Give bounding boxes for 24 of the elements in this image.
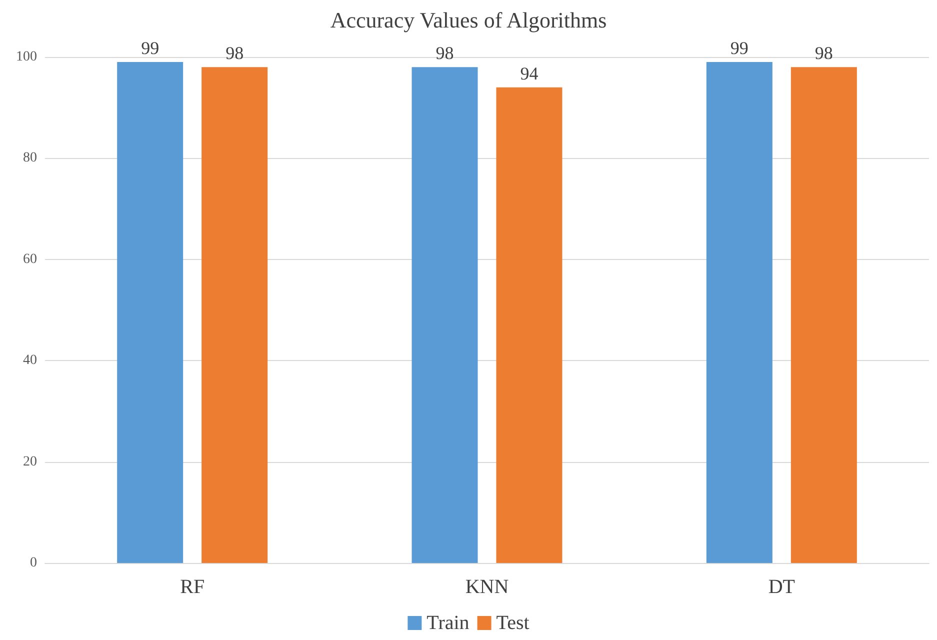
data-label: 98	[814, 43, 833, 64]
chart-title: Accuracy Values of Algorithms	[330, 8, 607, 32]
bar	[496, 87, 562, 563]
y-tick-label: 60	[23, 252, 37, 267]
y-tick-label: 80	[23, 150, 37, 166]
bar	[202, 67, 268, 563]
data-label: 99	[730, 38, 748, 58]
y-tick-label: 100	[16, 50, 37, 64]
x-tick-label: RF	[180, 576, 205, 598]
data-label: 94	[520, 63, 538, 84]
x-tick-label: DT	[768, 576, 796, 598]
data-label: 98	[226, 43, 244, 64]
y-tick-label: 40	[23, 353, 37, 368]
x-tick-label: KNN	[465, 576, 509, 598]
data-label: 98	[436, 43, 454, 64]
bar	[117, 62, 184, 563]
bar	[706, 62, 772, 563]
bar	[790, 67, 857, 563]
legend-label: Test	[496, 612, 530, 634]
legend-label: Train	[426, 612, 470, 634]
y-tick-label: 0	[30, 556, 37, 570]
y-tick-label: 20	[23, 454, 37, 470]
data-label: 99	[141, 38, 160, 58]
bar	[412, 67, 478, 563]
